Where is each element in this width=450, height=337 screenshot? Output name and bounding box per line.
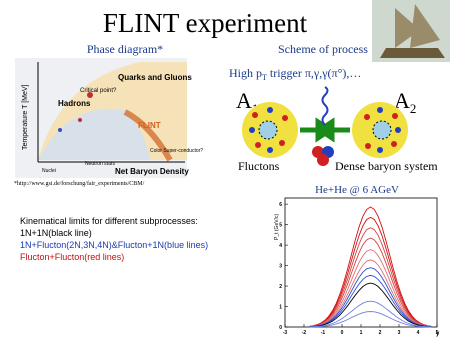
rapidity-plot: P_t (GeV/c) y -3 -2 -1 0 1 2 3 4 5 0 1 2 3 4 5 6 [274,197,440,337]
y-tick-label: 6 [279,202,282,208]
limit-curve [309,311,432,328]
plot-y-label: P_t (GeV/c) [274,214,280,240]
y-tick-label: 5 [279,223,282,229]
phase-label: Neutron stars [85,161,116,167]
footnote: *http://www.gsi.de/forschung/fair_experi… [14,180,145,187]
nucleus-label: A2 [394,88,416,116]
trigger-text: High pT trigger π,γ,γ(π°),… [229,66,361,82]
x-tick-label: 1 [360,330,363,336]
note: Kinematical limits for different subproc… [20,216,198,226]
y-tick-label: 2 [279,284,282,290]
limit-curve [309,227,432,327]
phase-diagram: Temperature T [MeV] Net Baryon Density Q… [15,58,203,178]
note: 1N+Flucton(2N,3N,4N)&Flucton+1N(blue lin… [20,240,208,250]
x-tick-label: -2 [302,330,307,336]
phase-label: FLINT [138,121,161,130]
x-tick-label: 4 [417,330,420,336]
y-tick-label: 1 [279,305,282,311]
y-tick-label: 0 [279,325,282,331]
text-part: trigger π,γ,γ(π°),… [267,66,362,80]
limit-curve [309,300,432,328]
y-tick-label: 3 [279,264,282,270]
notes: Kinematical limits for different subproc… [20,216,208,262]
plot-x-label: y [436,331,440,337]
scheme-label: Dense baryon system [335,159,438,173]
phase-label: Quarks and Gluons [118,73,192,82]
x-tick-label: 0 [341,330,344,336]
collision-scheme [242,86,408,166]
x-tick-label: 2 [379,330,382,336]
plot-heading: He+He @ 6 AGeV [315,184,399,196]
limit-curve [309,206,432,327]
text-part: T [262,73,267,82]
limit-curve [309,249,432,327]
phase-label: Hadrons [58,99,91,108]
text-part: 2 [410,101,417,116]
limit-curve [309,259,432,328]
scheme-heading: Scheme of process [278,42,368,56]
limit-curve [309,237,432,327]
note: Flucton+Flucton(red lines) [20,252,124,262]
ship-picture [372,0,450,62]
phase-heading: Phase diagram* [87,42,163,56]
text-part: A [236,88,252,113]
phase-y-axis: Temperature T [MeV] [22,84,29,150]
limit-curve [309,282,432,328]
limit-curve [309,274,432,328]
phase-x-axis: Net Baryon Density [115,167,189,176]
y-tick-label: 4 [279,243,282,249]
scheme-label: Fluctons [238,159,280,173]
x-tick-label: 3 [398,330,401,336]
slide-title: FLINT experiment [103,8,308,38]
note: 1N+1N(black line) [20,228,92,238]
phase-label: Color Super-conductor? [150,148,203,154]
text-part: A [394,88,410,113]
phase-label: Critical point? [80,88,117,94]
limit-curve [309,267,432,328]
phase-label: Nuclei [42,168,56,174]
x-tick-label: -3 [283,330,288,336]
text-part: High p [229,66,262,80]
x-tick-label: -1 [321,330,326,336]
x-tick-label: 5 [436,330,439,336]
limit-curve [309,216,432,327]
